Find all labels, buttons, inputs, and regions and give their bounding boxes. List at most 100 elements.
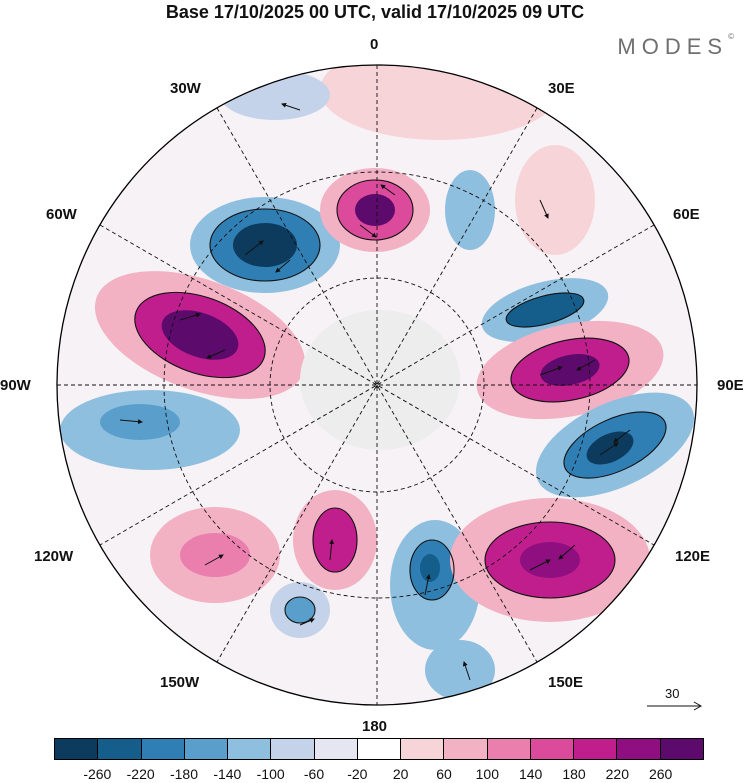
colorbar-tick-label: -260 [83, 766, 112, 782]
contour-line [209, 208, 321, 282]
graticule [57, 65, 697, 705]
colorbar-swatch [98, 739, 142, 759]
colorbar-tick-label: -20 [347, 766, 368, 782]
colorbar-tick-label: 220 [605, 766, 630, 782]
contour-line [312, 507, 358, 573]
anomaly-negative-core [233, 223, 297, 267]
wind-arrow [539, 199, 549, 219]
colorbar-swatch [617, 739, 661, 759]
anomaly-positive-core [313, 508, 357, 572]
colorbar-tick-label: -140 [213, 766, 242, 782]
wind-arrow [275, 259, 291, 273]
wind-arrow [424, 574, 431, 596]
wind-arrow [119, 419, 143, 425]
contour-line [336, 179, 414, 241]
lon-label-0: 0 [370, 36, 379, 53]
colorbar-swatch [487, 739, 531, 759]
wind-arrow [380, 184, 396, 196]
colorbar-swatch [401, 739, 445, 759]
contour-line [134, 291, 266, 379]
anomaly-negative-core [420, 554, 440, 582]
colorbar-swatch [184, 739, 229, 759]
colorbar-tick-label: 20 [392, 766, 409, 782]
anomaly-positive [515, 145, 595, 255]
brand-logo: MODES© [617, 32, 734, 60]
contour-line [505, 292, 585, 328]
colorbar-tick-label: -100 [256, 766, 285, 782]
contour-line [409, 539, 455, 601]
wind-arrow [613, 429, 631, 443]
wind-arrow [244, 240, 264, 256]
lon-label-120e: 120E [675, 548, 711, 565]
meridian-30e-150w [216, 107, 538, 663]
colorbar-swatch [141, 739, 185, 759]
lon-label-120w: 120W [34, 548, 74, 565]
wind-arrow [359, 224, 377, 238]
colorbar-ticks: -260 -220 -180 -140 -100 -60 -20 20 60 100 140 180 2… [54, 766, 704, 783]
anomaly-positive-core [161, 310, 239, 360]
contour-lines [134, 179, 667, 624]
colorbar-tick-label: -60 [303, 766, 325, 782]
wind-arrow [329, 539, 335, 561]
anomaly-negative-core [506, 292, 584, 328]
colorbar-tick-label: 100 [475, 766, 500, 782]
wind-arrow [576, 359, 596, 371]
wind-arrow [299, 618, 315, 626]
wind-arrow [529, 559, 551, 571]
meridian-60e-120w [99, 224, 655, 546]
wind-arrow [599, 442, 619, 456]
pole-marker: • [375, 382, 379, 393]
anomaly-positive [320, 65, 560, 140]
map-boundary [56, 64, 698, 706]
anomaly-negative [445, 170, 495, 250]
lon-label-30w: 30W [170, 80, 201, 97]
colorbar-swatch [357, 739, 402, 759]
colorbar-tick-label: 260 [648, 766, 673, 782]
wind-arrow [539, 366, 563, 376]
colorbar-tick-label: 60 [436, 766, 452, 782]
anomaly-positive-core [355, 194, 395, 226]
lon-label-90w: 90W [0, 377, 31, 394]
anomaly-positive [180, 533, 250, 577]
wind-arrow [204, 554, 224, 566]
copyright-mark: © [728, 32, 734, 41]
wind-arrow [558, 544, 576, 560]
map-title: Base 17/10/2025 00 UTC, valid 17/10/2025… [165, 2, 585, 22]
colorbar-swatch [271, 739, 315, 759]
contour-line [484, 521, 616, 599]
colorbar-swatch [314, 739, 358, 759]
contour-line [510, 337, 630, 403]
colorbar-tick-label: 140 [518, 766, 543, 782]
lon-label-60w: 60W [46, 206, 77, 223]
brand-name: MODES [617, 34, 729, 59]
anomaly-negative-core [285, 597, 315, 623]
anomaly-positive-core [540, 354, 600, 386]
wind-arrow [206, 349, 226, 359]
antarctica-landmass [300, 310, 460, 450]
wind-arrow [179, 312, 201, 321]
anomaly-negative [220, 70, 330, 120]
contour-line [563, 411, 667, 479]
wind-arrow [462, 661, 471, 681]
colorbar-swatch [530, 739, 575, 759]
meridian-30w-150e [216, 107, 538, 663]
colorbar-swatch [444, 739, 488, 759]
colorbar-tick-label: -180 [169, 766, 199, 782]
contour-line [284, 596, 316, 624]
lon-label-150w: 150W [160, 674, 200, 691]
anomaly-negative [425, 640, 495, 700]
lon-label-60e: 60E [673, 206, 700, 223]
lon-label-150e: 150E [548, 674, 584, 691]
colorbar-swatch [228, 739, 272, 759]
colorbar-swatch [574, 739, 618, 759]
lon-label-180: 180 [362, 718, 388, 735]
colorbar-tick-label: -220 [126, 766, 155, 782]
wind-arrow [281, 102, 301, 111]
lon-label-90e: 90E [717, 377, 744, 394]
colorbar-tick-label: 180 [562, 766, 586, 782]
reference-vector: 30 [645, 686, 705, 716]
reference-vector-label: 30 [665, 686, 680, 701]
colorbar-swatch [660, 739, 703, 759]
meridian-60w-120e [99, 224, 655, 546]
